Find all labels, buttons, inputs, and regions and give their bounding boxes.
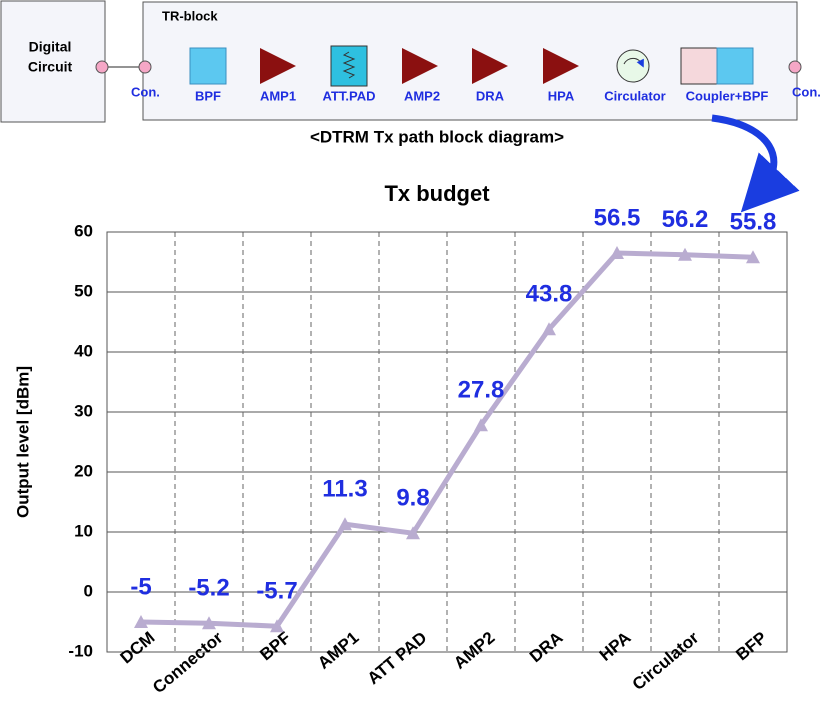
circulator-icon	[623, 57, 644, 68]
data-point	[542, 322, 556, 336]
connector	[788, 60, 802, 74]
data-label: 55.8	[730, 209, 777, 236]
circulator-icon	[616, 49, 650, 83]
component-label: Con.	[131, 84, 160, 99]
y-tick-label: 40	[74, 341, 93, 360]
pointer-arrow	[711, 114, 800, 213]
data-point	[746, 250, 760, 264]
bpf-icon	[189, 47, 227, 85]
component-label: BPF	[195, 88, 221, 103]
connector	[95, 60, 109, 74]
x-tick-label: BPF	[256, 628, 294, 664]
y-tick-label: -10	[68, 641, 93, 660]
att-icon	[342, 51, 356, 79]
data-point	[474, 418, 488, 432]
y-tick-label: 50	[74, 281, 93, 300]
amp-icon	[543, 48, 579, 84]
y-tick-label: 0	[84, 581, 93, 600]
data-label: 11.3	[322, 476, 367, 503]
x-tick-label: ATT PAD	[364, 628, 431, 688]
x-tick-label: HPA	[596, 628, 635, 665]
component-label: AMP1	[260, 88, 296, 103]
connector	[138, 60, 152, 74]
x-tick-label: Connector	[149, 628, 227, 697]
amp-icon	[260, 48, 296, 84]
block-diagram: Digital Circuit TR-block Con. Con. BPF A…	[0, 0, 821, 213]
component-label: DRA	[476, 88, 505, 103]
att-icon	[330, 45, 368, 87]
data-point	[202, 616, 216, 630]
data-label: -5.2	[188, 575, 229, 602]
data-point	[678, 247, 692, 261]
component-label: Con.	[792, 84, 821, 99]
data-point	[406, 526, 420, 540]
diagram-caption: <DTRM Tx path block diagram>	[310, 127, 564, 146]
y-axis-label: Output level [dBm]	[13, 366, 32, 518]
data-label: 27.8	[458, 377, 505, 404]
amp-icon	[472, 48, 508, 84]
x-tick-label: Circulator	[629, 628, 703, 694]
block-label: Digital	[29, 39, 72, 55]
data-point	[610, 246, 624, 259]
digital-block	[0, 0, 106, 123]
chart-title: Tx budget	[384, 181, 490, 206]
y-tick-label: 20	[74, 461, 93, 480]
x-tick-label: AMP1	[314, 628, 362, 673]
x-tick-label: DRA	[526, 628, 566, 666]
y-tick-label: 10	[74, 521, 93, 540]
component-label: Coupler+BPF	[686, 88, 769, 103]
data-label: 43.8	[526, 281, 573, 308]
block-title: TR-block	[162, 8, 218, 23]
x-tick-label: DCM	[117, 628, 159, 667]
x-tick-label: AMP2	[450, 628, 498, 673]
data-point	[338, 517, 352, 531]
component-label: Circulator	[604, 88, 665, 103]
component-label: ATT.PAD	[323, 88, 376, 103]
data-label: 9.8	[396, 485, 429, 512]
component-label: HPA	[548, 88, 575, 103]
coupler-icon	[680, 47, 718, 85]
data-label: 56.5	[594, 204, 641, 231]
data-point	[270, 619, 284, 633]
x-tick-label: BFP	[732, 628, 770, 664]
bpf-icon	[716, 47, 754, 85]
data-label: 56.2	[662, 206, 709, 233]
amp-icon	[402, 48, 438, 84]
data-line	[140, 250, 754, 629]
plot-frame	[106, 231, 788, 653]
component-label: AMP2	[404, 88, 440, 103]
y-tick-label: 60	[74, 221, 93, 240]
block-label: Circuit	[28, 59, 73, 75]
y-tick-label: 30	[74, 401, 93, 420]
data-point	[134, 615, 148, 628]
data-label: -5.7	[256, 578, 297, 605]
data-label: -5	[130, 573, 151, 600]
